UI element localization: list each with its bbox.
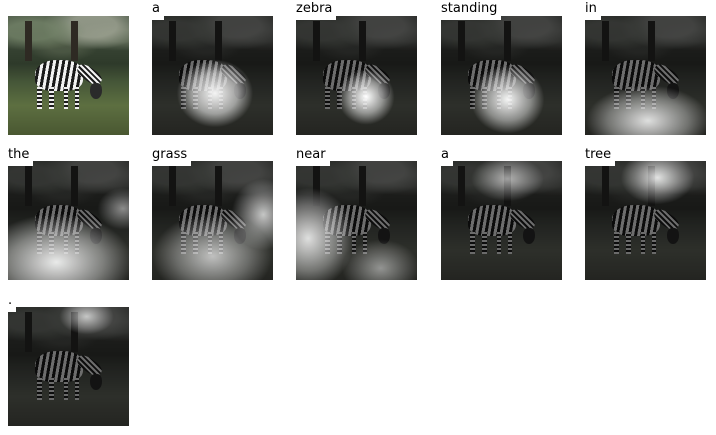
zebra-scene-image <box>441 16 562 135</box>
original-image <box>8 16 129 135</box>
attention-map-tile <box>441 16 562 135</box>
word-label: in <box>585 0 601 20</box>
attention-map-tile <box>296 16 417 135</box>
attention-map-tile <box>8 161 129 280</box>
attention-map-tile <box>585 161 706 280</box>
word-label: grass <box>152 146 191 166</box>
zebra-scene-image <box>8 16 129 135</box>
word-label: zebra <box>296 0 336 20</box>
zebra-scene-image <box>585 161 706 280</box>
word-label: a <box>152 0 164 20</box>
attention-map-tile <box>152 161 273 280</box>
attention-map-tile <box>152 16 273 135</box>
zebra-scene-image <box>585 16 706 135</box>
zebra-scene-image <box>296 161 417 280</box>
zebra-scene-image <box>8 161 129 280</box>
zebra-scene-image <box>8 307 129 426</box>
zebra-scene-image <box>152 16 273 135</box>
attention-map-tile <box>296 161 417 280</box>
word-label: standing <box>441 0 501 20</box>
zebra-scene-image <box>152 161 273 280</box>
zebra-scene-image <box>296 16 417 135</box>
word-label: tree <box>585 146 615 166</box>
zebra-scene-image <box>441 161 562 280</box>
word-label: the <box>8 146 33 166</box>
attention-map-tile <box>8 307 129 426</box>
attention-map-tile <box>585 16 706 135</box>
word-label: near <box>296 146 330 166</box>
word-label: a <box>441 146 453 166</box>
word-label: . <box>8 292 16 312</box>
attention-map-tile <box>441 161 562 280</box>
